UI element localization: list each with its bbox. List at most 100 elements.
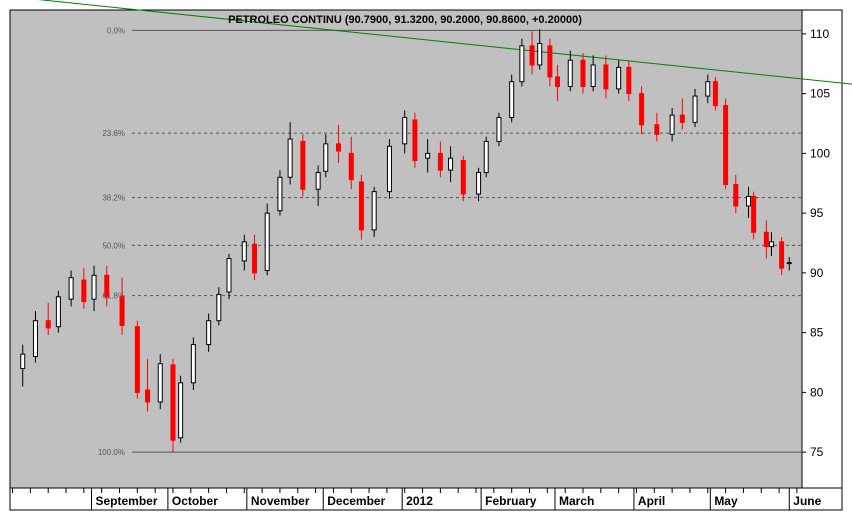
- candle-body-3: [55, 296, 61, 328]
- candle-body-32: [412, 119, 418, 162]
- candle-30: [386, 139, 392, 199]
- candle-body-31: [402, 117, 408, 145]
- x-tick-label-5: February: [485, 494, 537, 508]
- candle-body-0: [20, 353, 26, 370]
- candle-56: [692, 88, 698, 128]
- candle-1: [32, 311, 38, 363]
- candle-63: [763, 220, 769, 259]
- candlestick-series: [20, 29, 792, 453]
- candle-51: [626, 60, 632, 101]
- candle-body-12: [170, 364, 176, 441]
- y-tick-label-2: 85: [810, 326, 824, 340]
- candle-34: [437, 141, 443, 178]
- candle-5: [81, 268, 87, 309]
- candle-body-47: [580, 59, 586, 87]
- candle-body-21: [277, 176, 283, 212]
- candle-59: [723, 98, 729, 190]
- candle-15: [206, 313, 212, 352]
- candle-39: [496, 112, 502, 147]
- candle-body-37: [476, 172, 482, 195]
- candle-body-4: [68, 277, 74, 300]
- candle-8: [119, 277, 125, 336]
- x-tick-label-0: September: [95, 494, 157, 508]
- x-tick-label-1: October: [172, 494, 218, 508]
- candle-26: [336, 124, 342, 163]
- candle-body-19: [251, 243, 257, 274]
- candle-35: [448, 146, 454, 183]
- candle-48: [590, 55, 596, 92]
- candle-body-56: [692, 95, 698, 123]
- candle-body-25: [323, 143, 329, 172]
- candle-body-65: [779, 241, 785, 269]
- candle-body-44: [547, 45, 553, 78]
- candle-18: [241, 234, 247, 271]
- y-axis: 75 80 85 90 95 100 105 110: [802, 27, 830, 459]
- candle-4: [68, 270, 74, 307]
- candle-body-16: [216, 293, 222, 322]
- candle-65: [779, 237, 785, 276]
- fib-label-5: 100.0%: [98, 448, 125, 457]
- candle-body-42: [529, 45, 535, 66]
- candle-28: [358, 174, 364, 240]
- candle-body-15: [206, 320, 212, 346]
- candle-36: [460, 155, 466, 202]
- candle-9: [134, 320, 140, 399]
- fib-label-3: 50.0%: [102, 241, 125, 250]
- x-tick-label-6: March: [559, 494, 594, 508]
- candle-body-24: [315, 172, 321, 190]
- candle-body-11: [157, 363, 163, 403]
- candle-body-22: [287, 138, 293, 178]
- fibonacci-levels: 0.0% 23.6% 38.2% 50.0% 61.8% 100.0%: [98, 26, 802, 457]
- candle-57: [705, 74, 711, 104]
- candle-21: [277, 170, 283, 216]
- candle-64: [768, 232, 774, 257]
- candle-33: [425, 139, 431, 173]
- candle-41: [519, 38, 525, 87]
- candle-53: [654, 112, 660, 142]
- candle-31: [402, 110, 408, 154]
- candle-body-55: [679, 114, 685, 123]
- candle-66: [786, 257, 792, 271]
- x-tick-label-7: April: [638, 494, 665, 508]
- candle-16: [216, 287, 222, 326]
- y-tick-label-5: 100: [810, 146, 830, 160]
- x-tick-label-3: December: [327, 494, 385, 508]
- x-tick-label-9: June: [793, 494, 821, 508]
- x-tick-label-8: May: [714, 494, 738, 508]
- candle-29: [371, 186, 377, 238]
- candle-body-5: [81, 279, 87, 303]
- y-tick-label-1: 80: [810, 385, 824, 399]
- candle-3: [55, 290, 61, 333]
- x-tick-label-4: 2012: [406, 494, 433, 508]
- y-tick-label-3: 90: [810, 266, 824, 280]
- candle-body-66: [786, 262, 792, 265]
- x-axis: September October November December 2012 Febr…: [12, 488, 822, 510]
- candle-body-49: [603, 64, 609, 90]
- candle-52: [639, 86, 645, 135]
- y-axis-panel: [801, 9, 843, 489]
- candle-body-63: [763, 231, 769, 248]
- candle-body-50: [616, 66, 622, 90]
- candle-62: [751, 191, 757, 240]
- candle-body-17: [226, 258, 232, 293]
- candle-body-26: [336, 143, 342, 152]
- candle-body-6: [91, 274, 97, 300]
- candle-14: [190, 337, 196, 391]
- candle-61: [746, 186, 752, 218]
- candle-45: [555, 64, 561, 101]
- candle-body-1: [32, 320, 38, 358]
- candle-60: [733, 174, 739, 214]
- candle-23: [300, 134, 306, 197]
- candle-46: [567, 50, 573, 92]
- candle-body-51: [626, 66, 632, 95]
- candle-body-30: [386, 145, 392, 193]
- candle-body-59: [723, 105, 729, 185]
- candle-body-60: [733, 183, 739, 207]
- candle-13: [178, 375, 184, 443]
- candle-20: [264, 203, 270, 276]
- fib-label-1: 23.6%: [102, 129, 125, 138]
- candle-body-46: [567, 59, 573, 87]
- candle-17: [226, 253, 232, 300]
- candle-54: [669, 107, 675, 142]
